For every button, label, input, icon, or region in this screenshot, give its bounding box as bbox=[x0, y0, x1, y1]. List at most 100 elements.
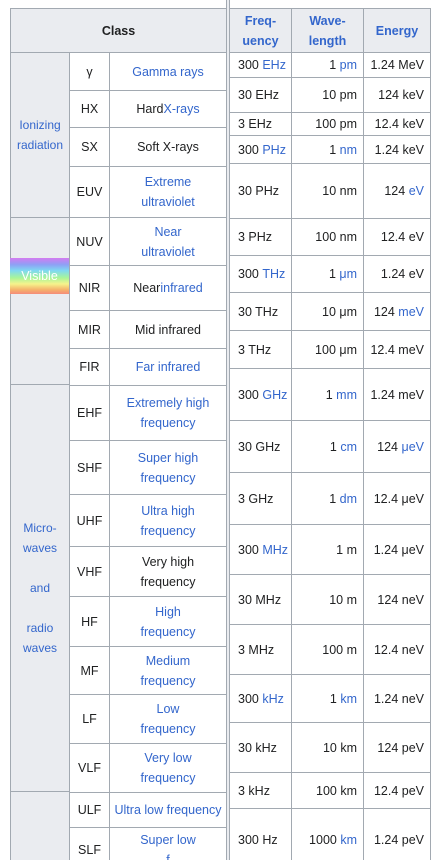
band-name[interactable]: Ultra low frequency bbox=[109, 792, 227, 828]
band-name[interactable]: Medium frequency bbox=[109, 646, 227, 695]
group-micro-radio[interactable]: Micro- waves and radio waves bbox=[10, 384, 70, 792]
band-abbr: HX bbox=[69, 90, 110, 128]
band-name[interactable]: Super low f bbox=[109, 827, 227, 860]
energy-cell[interactable]: 124 μeV bbox=[363, 420, 431, 473]
band-name-prefix: Near bbox=[133, 281, 161, 295]
frequency-cell-unit-link[interactable]: MHz bbox=[262, 542, 289, 557]
frequency-cell-value: 3 THz bbox=[238, 342, 272, 357]
energy-cell[interactable]: 124 meV bbox=[363, 292, 431, 331]
frequency-cell[interactable]: 300 THz bbox=[229, 255, 292, 293]
energy-cell-value: 1.24 eV bbox=[380, 267, 424, 281]
wavelength-cell-value: 1 bbox=[329, 439, 341, 454]
wavelength-cell-value: 100 μm bbox=[315, 342, 357, 357]
band-name[interactable]: Extreme ultraviolet bbox=[109, 166, 227, 218]
wavelength-cell-unit-link[interactable]: mm bbox=[336, 387, 357, 402]
frequency-cell-unit-link[interactable]: GHz bbox=[262, 387, 288, 402]
wavelength-cell-unit-link[interactable]: nm bbox=[339, 142, 357, 157]
header-energy[interactable]: Energy bbox=[363, 8, 431, 53]
frequency-cell-value: 300 Hz bbox=[238, 833, 278, 847]
wavelength-cell-unit-link[interactable]: pm bbox=[339, 58, 357, 72]
frequency-cell: 3 GHz bbox=[229, 472, 292, 525]
wavelength-cell[interactable]: 1 cm bbox=[291, 420, 364, 473]
band-name[interactable]: Low frequency bbox=[109, 694, 227, 744]
wavelength-cell-value: 1 bbox=[329, 491, 340, 506]
energy-cell-unit-link[interactable]: meV bbox=[398, 304, 424, 319]
energy-cell-value: 12.4 eV bbox=[380, 230, 424, 244]
band-name[interactable]: High frequency bbox=[109, 596, 227, 647]
frequency-cell-unit-link[interactable]: kHz bbox=[262, 691, 284, 706]
frequency-cell[interactable]: 300 PHz bbox=[229, 135, 292, 164]
wavelength-cell-value: 100 pm bbox=[315, 117, 357, 131]
energy-cell: 1.24 neV bbox=[363, 674, 431, 723]
band-name[interactable]: Gamma rays bbox=[109, 52, 227, 91]
energy-cell-value: 12.4 keV bbox=[374, 117, 424, 131]
frequency-cell-value: 300 bbox=[238, 542, 263, 557]
frequency-cell[interactable]: 300 MHz bbox=[229, 524, 292, 575]
energy-cell-value: 124 bbox=[384, 184, 409, 198]
band-abbr: MIR bbox=[69, 310, 110, 349]
wavelength-cell-value: 10 nm bbox=[322, 184, 357, 198]
band-abbr: HF bbox=[69, 596, 110, 647]
frequency-cell: 30 kHz bbox=[229, 722, 292, 773]
frequency-cell-value: 30 GHz bbox=[238, 439, 281, 454]
energy-cell: 124 neV bbox=[363, 574, 431, 625]
wavelength-cell[interactable]: 1 nm bbox=[291, 135, 364, 164]
wavelength-cell-unit-link[interactable]: km bbox=[340, 833, 357, 847]
group-visible[interactable]: Visible bbox=[10, 258, 69, 294]
band-abbr: SHF bbox=[69, 440, 110, 495]
energy-cell-value: 124 bbox=[373, 304, 399, 319]
wavelength-cell-value: 1 bbox=[325, 387, 337, 402]
frequency-cell[interactable]: 300 kHz bbox=[229, 674, 292, 723]
energy-cell-unit-link[interactable]: μeV bbox=[401, 439, 425, 454]
header-frequency[interactable]: Freq- uency bbox=[229, 8, 292, 53]
band-name[interactable]: Far infrared bbox=[109, 348, 227, 386]
band-name[interactable]: Very low frequency bbox=[109, 743, 227, 793]
band-abbr: SLF bbox=[69, 827, 110, 860]
wavelength-cell[interactable]: 1 km bbox=[291, 674, 364, 723]
energy-cell-value: 1.24 keV bbox=[374, 142, 424, 157]
wavelength-cell[interactable]: 1000 km bbox=[291, 808, 364, 860]
frequency-cell[interactable]: 300 GHz bbox=[229, 368, 292, 421]
band-name[interactable]: Hard X-rays bbox=[109, 90, 227, 128]
wavelength-cell[interactable]: 1 dm bbox=[291, 472, 364, 525]
group-ionizing[interactable]: Ionizing radiation bbox=[10, 52, 70, 218]
frequency-cell-unit-link[interactable]: EHz bbox=[262, 58, 286, 72]
frequency-cell-unit-link[interactable]: THz bbox=[262, 267, 286, 281]
frequency-cell-value: 30 kHz bbox=[238, 740, 277, 755]
energy-cell-value: 12.4 neV bbox=[373, 642, 424, 657]
wavelength-cell-unit-link[interactable]: km bbox=[340, 691, 357, 706]
wavelength-cell-value: 10 m bbox=[329, 592, 357, 607]
wavelength-cell-unit-link[interactable]: dm bbox=[339, 491, 357, 506]
band-name[interactable]: Ultra high frequency bbox=[109, 494, 227, 547]
band-name[interactable]: Extremely high frequency bbox=[109, 385, 227, 441]
wavelength-cell[interactable]: 1 μm bbox=[291, 255, 364, 293]
band-name[interactable]: Super high frequency bbox=[109, 440, 227, 495]
frequency-cell: 3 MHz bbox=[229, 624, 292, 675]
frequency-cell: 300 Hz bbox=[229, 808, 292, 860]
band-name[interactable]: Near infrared bbox=[109, 265, 227, 311]
wavelength-cell[interactable]: 1 mm bbox=[291, 368, 364, 421]
energy-cell: 12.4 μeV bbox=[363, 472, 431, 525]
header-class: Class bbox=[10, 8, 227, 53]
energy-cell[interactable]: 124 eV bbox=[363, 163, 431, 219]
frequency-cell-unit-link[interactable]: PHz bbox=[262, 142, 286, 157]
energy-cell-value: 1.24 peV bbox=[373, 833, 424, 847]
energy-cell-unit-link[interactable]: eV bbox=[408, 184, 424, 198]
frequency-cell: 30 GHz bbox=[229, 420, 292, 473]
wavelength-cell[interactable]: 1 pm bbox=[291, 52, 364, 78]
wavelength-cell: 10 μm bbox=[291, 292, 364, 331]
wavelength-cell-value: 1 bbox=[328, 267, 340, 281]
energy-cell-value: 12.4 μeV bbox=[373, 491, 424, 506]
band-name-link[interactable]: infrared bbox=[160, 281, 203, 295]
band-name[interactable]: Near ultraviolet bbox=[109, 217, 227, 266]
band-name-link[interactable]: X-rays bbox=[163, 102, 200, 116]
band-abbr: EUV bbox=[69, 166, 110, 218]
frequency-cell[interactable]: 300 EHz bbox=[229, 52, 292, 78]
wavelength-cell-value: 1000 bbox=[309, 833, 341, 847]
wavelength-cell-unit-link[interactable]: μm bbox=[339, 267, 357, 281]
frequency-cell: 30 PHz bbox=[229, 163, 292, 219]
wavelength-cell-unit-link[interactable]: cm bbox=[340, 439, 357, 454]
group-visible-container bbox=[10, 217, 70, 385]
header-wavelength[interactable]: Wave- length bbox=[291, 8, 364, 53]
energy-cell: 1.24 MeV bbox=[363, 52, 431, 78]
